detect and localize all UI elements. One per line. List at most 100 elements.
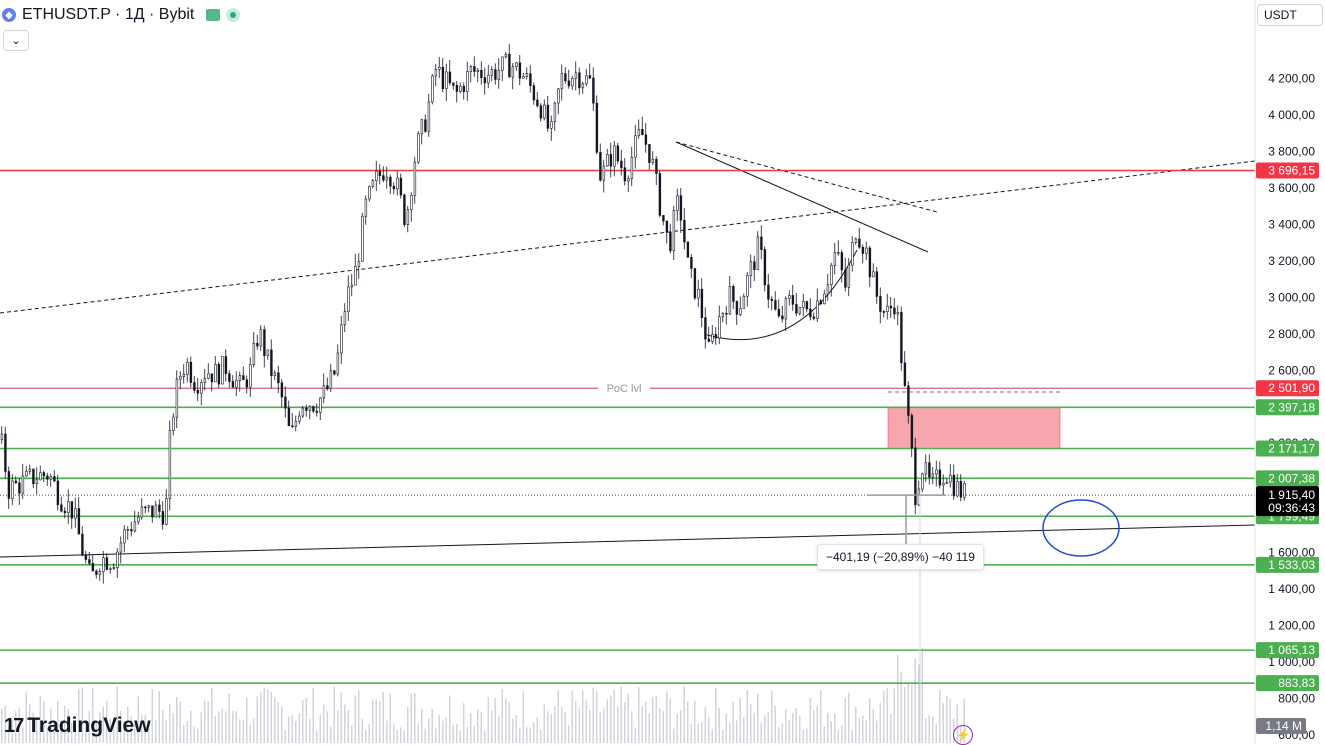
candle-body — [819, 300, 823, 305]
candle-body — [172, 416, 175, 431]
candle-body — [105, 557, 109, 570]
candle-body — [511, 66, 515, 78]
volume-bar — [452, 724, 454, 743]
volume-bar — [529, 727, 531, 743]
candle-body — [294, 420, 298, 427]
candle-body — [298, 415, 301, 422]
candle-body — [189, 361, 193, 383]
volume-bar — [484, 730, 486, 743]
volume-bar — [802, 729, 804, 743]
volume-bar — [43, 701, 45, 743]
candle-body — [553, 102, 557, 122]
volume-bar — [620, 686, 622, 743]
volume-bar — [326, 711, 328, 743]
volume-bar — [795, 708, 797, 743]
candle-body — [133, 521, 137, 532]
volume-bar — [886, 688, 888, 743]
candle-body — [945, 481, 949, 484]
price-tag-label: 2 007,38 — [1268, 471, 1315, 485]
candle-body — [112, 567, 116, 569]
volume-bar — [711, 730, 713, 743]
volume-bar — [459, 730, 461, 743]
volume-bar — [932, 716, 934, 743]
volume-bar — [613, 689, 615, 743]
volume-bar — [239, 719, 241, 743]
candle-body — [504, 53, 508, 58]
candle-body — [529, 73, 532, 87]
candle-body — [781, 315, 784, 320]
candle-body — [798, 307, 802, 314]
symbol-title[interactable]: ETHUSDT.P · 1Д · Bybit — [22, 6, 195, 23]
candle-body — [39, 472, 42, 481]
current-price-label: 1 915,40 — [1268, 488, 1315, 502]
candle-body — [21, 475, 25, 494]
volume-bar — [785, 709, 787, 743]
price-tag-label: 2 397,18 — [1268, 400, 1315, 414]
candle-body — [28, 468, 32, 472]
volume-bar — [190, 710, 192, 743]
candle-body — [865, 247, 868, 254]
volume-bar — [414, 693, 416, 743]
currency-selector[interactable]: USDT — [1257, 4, 1323, 26]
volume-bar — [736, 720, 738, 743]
y-tick-label: 1 400,00 — [1268, 582, 1315, 596]
volume-bar — [225, 711, 227, 743]
volume-bar — [120, 710, 122, 743]
price-tag-bg — [1256, 470, 1319, 487]
candle-body — [427, 101, 431, 132]
candle-body — [501, 56, 504, 71]
volume-bar — [36, 718, 38, 743]
volume-bar — [918, 664, 920, 743]
candle-body — [140, 506, 144, 518]
candle-body — [266, 349, 270, 356]
collapse-legend-button[interactable]: ⌄ — [3, 30, 29, 51]
flag-icon[interactable] — [206, 9, 221, 21]
volume-bar — [57, 700, 59, 743]
volume-bar — [893, 688, 895, 743]
volume-bar — [550, 714, 552, 743]
candle-body — [84, 555, 88, 560]
candle-body — [49, 476, 53, 480]
volume-bar — [641, 706, 643, 743]
volume-bar — [676, 714, 678, 743]
volume-bar — [872, 708, 874, 743]
candle-body — [872, 271, 875, 278]
candle-body — [175, 378, 179, 418]
candle-body — [718, 316, 721, 339]
tradingview-logo[interactable]: 17 TradingView — [4, 714, 151, 738]
volume-bar — [767, 712, 769, 743]
tradingview-logo-icon: 17 — [4, 714, 24, 737]
volume-bar — [407, 706, 409, 743]
lightning-icon[interactable]: ⚡ — [953, 725, 973, 745]
volume-bar — [501, 689, 503, 743]
candle-body — [326, 385, 329, 390]
candle-body — [574, 72, 578, 79]
candle-body — [641, 128, 644, 136]
volume-bar — [193, 726, 195, 743]
candle-body — [361, 215, 364, 262]
logo-text: TradingView — [27, 714, 151, 737]
candle-body — [662, 215, 665, 222]
candle-body — [88, 559, 91, 564]
candle-body — [728, 286, 732, 315]
volume-bar — [246, 697, 248, 743]
volume-bar — [288, 716, 290, 743]
candle-body — [14, 480, 18, 484]
candle-body — [403, 194, 406, 225]
candle-body — [924, 462, 928, 475]
candle-body — [256, 343, 259, 347]
volume-bar — [655, 695, 657, 743]
volume-bar — [781, 723, 783, 743]
volume-bar — [274, 697, 276, 743]
candle-body — [595, 102, 599, 153]
candle-body — [161, 511, 165, 525]
volume-bar — [834, 713, 836, 743]
volume-bar — [456, 723, 458, 743]
candle-body — [742, 295, 746, 309]
volume-bar — [638, 687, 640, 743]
volume-bar — [942, 703, 944, 743]
volume-bar — [421, 708, 423, 743]
candle-body — [763, 249, 767, 286]
candle-body — [441, 66, 445, 90]
